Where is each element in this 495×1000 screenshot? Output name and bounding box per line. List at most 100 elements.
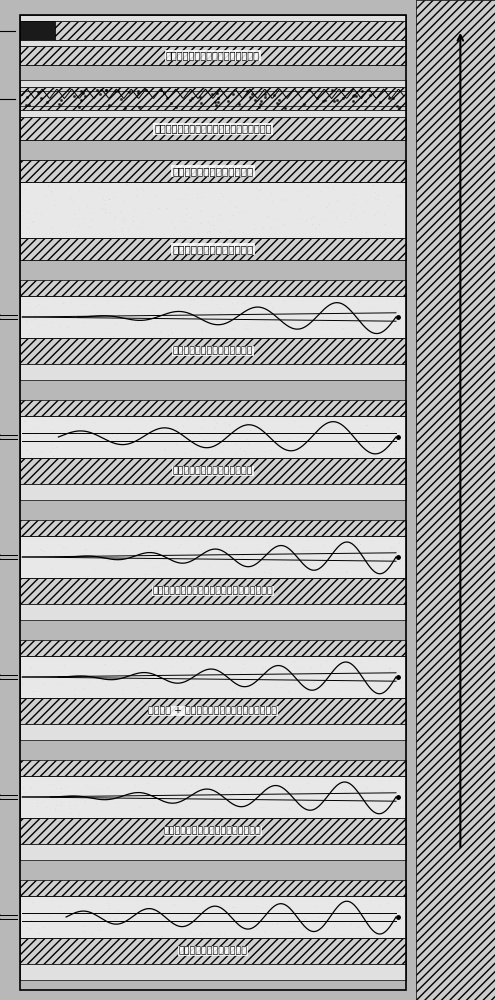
Point [32,205,40,221]
Point [64,798,72,814]
Point [75,806,83,822]
Point [81,296,89,312]
Point [111,209,119,225]
Point [22,313,30,329]
Point [264,776,272,792]
Point [196,215,204,231]
Point [328,10,336,26]
Text: 雜式充氣展進旋噴混合地層: 雜式充氣展進旋噴混合地層 [178,946,248,956]
Point [22,300,30,316]
Point [175,103,183,119]
Bar [20,416,406,458]
Point [42,33,50,49]
Point [123,176,131,192]
Point [30,773,38,789]
Point [321,327,329,343]
Point [315,909,323,925]
Point [371,445,379,461]
Point [126,788,134,804]
Point [46,784,53,800]
Point [235,430,243,446]
Point [315,216,323,232]
Point [395,312,402,328]
Point [366,892,374,908]
Point [201,296,209,312]
Point [174,654,182,670]
Point [105,900,113,916]
Point [125,422,133,438]
Point [246,676,253,692]
Point [23,919,31,935]
Point [295,429,302,445]
Point [144,429,152,445]
Point [71,531,79,547]
Point [177,915,185,931]
Point [49,561,56,577]
Point [55,96,63,112]
Point [376,94,384,110]
Point [193,294,201,310]
Point [358,908,366,924]
Point [74,217,82,233]
Point [121,211,129,227]
Point [384,895,392,911]
Point [220,76,228,92]
Point [347,916,355,932]
Point [203,224,211,240]
Point [304,800,312,816]
Point [206,297,214,313]
Point [253,190,261,206]
Point [250,905,258,921]
Point [251,92,259,108]
Point [349,87,357,103]
Point [66,189,74,205]
Point [295,918,302,934]
Point [199,77,207,93]
Point [348,93,356,109]
Bar [416,0,495,1000]
Point [191,442,199,458]
Point [46,776,54,792]
Point [242,653,249,669]
Point [278,807,286,823]
Point [362,193,370,209]
Point [192,670,200,686]
Point [391,302,399,318]
Point [247,293,255,309]
Point [19,202,27,218]
Point [23,89,31,105]
Point [279,293,287,309]
Point [129,213,137,229]
Point [289,433,297,449]
Point [347,211,355,227]
Point [385,308,393,324]
Point [34,664,42,680]
Point [97,180,104,196]
Point [48,892,55,908]
Point [361,417,369,433]
Point [308,208,316,224]
Point [334,565,342,581]
Point [137,535,145,551]
Point [260,313,268,329]
Point [20,181,28,197]
Point [111,223,119,239]
Point [258,899,266,915]
Point [356,673,364,689]
Point [281,191,289,207]
Point [393,98,401,114]
Point [139,182,147,198]
Point [122,653,130,669]
Point [52,780,60,796]
Bar [20,182,406,238]
Point [261,551,269,567]
Point [23,220,31,236]
Point [381,890,389,906]
Point [199,563,207,579]
Point [95,781,102,797]
Point [150,559,158,575]
Point [198,905,206,921]
Point [345,223,353,239]
Point [245,668,253,684]
Point [231,545,239,561]
